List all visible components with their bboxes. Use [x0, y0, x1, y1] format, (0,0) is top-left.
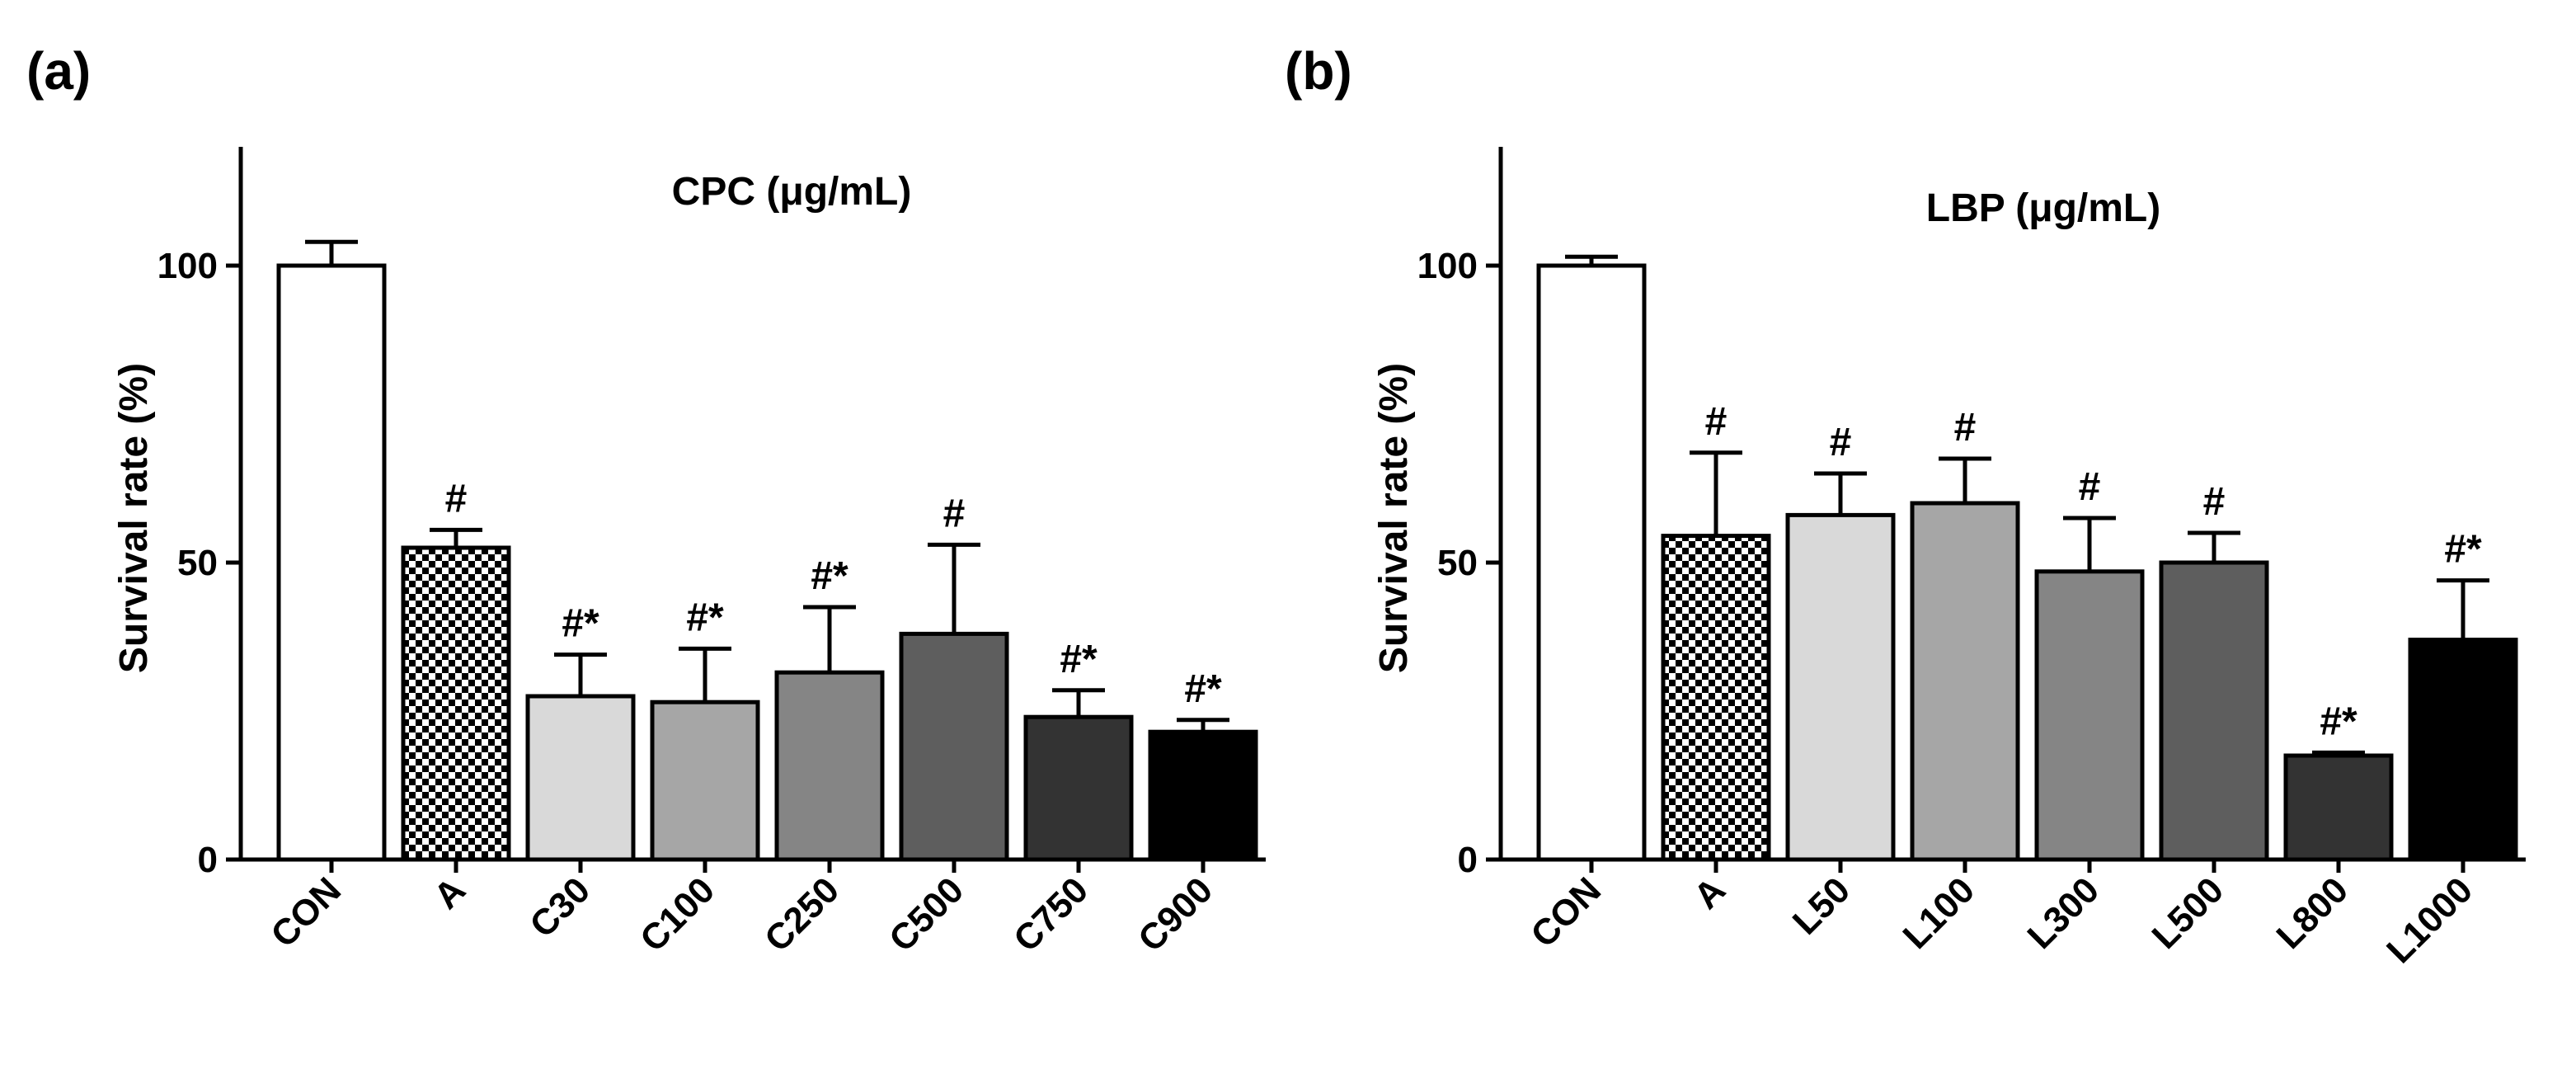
significance-label-c30: #* [562, 602, 599, 646]
x-tick-label-l800: L800 [2269, 869, 2357, 957]
significance-label-l800: #* [2320, 700, 2357, 743]
bar-c250 [774, 670, 885, 862]
x-tick-label-l500: L500 [2145, 869, 2232, 957]
bar-l1000 [2408, 638, 2518, 862]
x-tick-label-a: A [1686, 869, 1733, 916]
significance-label-c500: # [943, 492, 966, 535]
x-tick-label-c500: C500 [881, 869, 971, 959]
panel-a-x-axis: CON A C30 C100 C250 C500 C750 C900 [239, 857, 1266, 959]
panel-b-title: LBP (μg/mL) [1926, 186, 2160, 230]
x-tick-label-c900: C900 [1131, 869, 1220, 959]
x-tick-label-l50: L50 [1785, 869, 1858, 942]
x-tick-label-con: CON [1523, 869, 1609, 955]
x-tick-label-l1000: L1000 [2379, 869, 2480, 971]
significance-label-l300: # [2079, 465, 2101, 509]
panel-a-y-axis-label: Survival rate (%) [112, 363, 156, 673]
panel-b-y-axis: 0 50 100 [1417, 147, 1503, 880]
significance-label-l1000: #* [2444, 528, 2482, 572]
significance-label-c900: #* [1184, 667, 1222, 711]
bar-c900 [1148, 729, 1258, 862]
significance-label-c250: #* [811, 554, 848, 598]
panel-a: (a) CPC (μg/mL) Survival rate (%) 0 50 100… [26, 41, 1266, 959]
bar-l800 [2283, 753, 2394, 862]
x-tick-label-a: A [426, 869, 473, 916]
bar-c750 [1023, 714, 1134, 862]
panel-b-y-tick-label: 50 [1437, 543, 1478, 583]
panel-a-y-tick-label: 100 [157, 246, 218, 286]
x-tick-label-c30: C30 [522, 869, 598, 945]
x-tick-label-c750: C750 [1006, 869, 1096, 959]
panel-b-x-axis: CON A L50 L100 L300 L500 L800 L1000 [1499, 857, 2526, 971]
bar-a [1661, 534, 1771, 862]
x-tick-label-l300: L300 [2020, 869, 2108, 957]
bar-l300 [2034, 569, 2145, 862]
panel-a-title: CPC (μg/mL) [672, 170, 912, 214]
bar-a [401, 545, 511, 862]
x-tick-label-c100: C100 [632, 869, 722, 959]
panel-a-bars: # #* #* #* # #* #* [276, 239, 1258, 862]
panel-a-y-axis: 0 50 100 [157, 147, 243, 880]
bar-c100 [650, 700, 760, 862]
bar-con [276, 263, 387, 862]
panel-a-y-tick-label: 0 [198, 840, 218, 880]
panel-b-y-tick-label: 0 [1458, 840, 1478, 880]
significance-label-l100: # [1954, 406, 1977, 450]
x-tick-label-con: CON [263, 869, 349, 955]
bar-c30 [525, 694, 636, 862]
x-tick-label-c250: C250 [757, 869, 847, 959]
panel-b-y-tick-label: 100 [1417, 246, 1478, 286]
x-tick-label-l100: L100 [1896, 869, 1983, 957]
panel-b-y-axis-label: Survival rate (%) [1372, 363, 1416, 673]
bar-l500 [2159, 560, 2269, 862]
significance-label-l500: # [2203, 480, 2226, 524]
panel-b: (b) LBP (μg/mL) Survival rate (%) 0 50 100… [1285, 41, 2526, 971]
significance-label-l50: # [1830, 421, 1852, 464]
significance-label-a: # [445, 477, 468, 521]
bar-con [1536, 263, 1647, 862]
panel-b-label: (b) [1285, 41, 1352, 101]
significance-label-c750: #* [1060, 638, 1098, 681]
bar-l50 [1785, 512, 1896, 862]
panel-a-y-tick-label: 50 [177, 543, 218, 583]
bar-l100 [1910, 501, 2020, 862]
panel-b-bars: # # # # # #* #* [1536, 254, 2518, 862]
significance-label-a: # [1705, 400, 1728, 444]
bar-c500 [899, 631, 1009, 862]
significance-label-c100: #* [686, 596, 724, 639]
panel-a-label: (a) [26, 41, 91, 101]
